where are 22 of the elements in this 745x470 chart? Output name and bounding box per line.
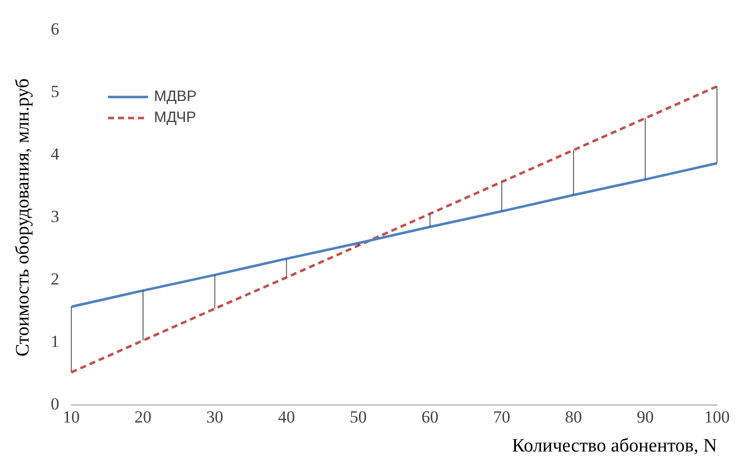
x-tick-label: 60 — [422, 407, 439, 426]
x-tick-label: 40 — [278, 407, 296, 426]
line-series — [71, 85, 717, 374]
y-tick-label: 3 — [50, 206, 60, 226]
x-tick-label: 100 — [704, 407, 730, 426]
x-tick-label: 70 — [493, 407, 510, 426]
y-tick-label: 1 — [50, 332, 60, 351]
x-tick-label: 90 — [636, 407, 654, 426]
legend-label: МДЧР — [154, 109, 196, 126]
x-tick-label: 20 — [134, 407, 152, 426]
y-tick-label: 6 — [50, 20, 60, 39]
y-tick-label: 4 — [50, 144, 60, 164]
y-axis-title: Стоимость оборудования, млн.руб — [12, 78, 34, 356]
legend-label: МДВР — [154, 88, 197, 105]
x-tick-label: 30 — [206, 407, 224, 426]
x-axis-title: Количество абонентов, N — [512, 436, 718, 457]
x-tick-label: 50 — [350, 407, 367, 426]
x-tick-label: 80 — [565, 407, 582, 426]
y-tick-label: 0 — [50, 394, 60, 414]
y-tick-label: 5 — [50, 82, 60, 102]
x-tick-label: 10 — [62, 407, 80, 426]
y-tick-label: 2 — [50, 269, 60, 288]
